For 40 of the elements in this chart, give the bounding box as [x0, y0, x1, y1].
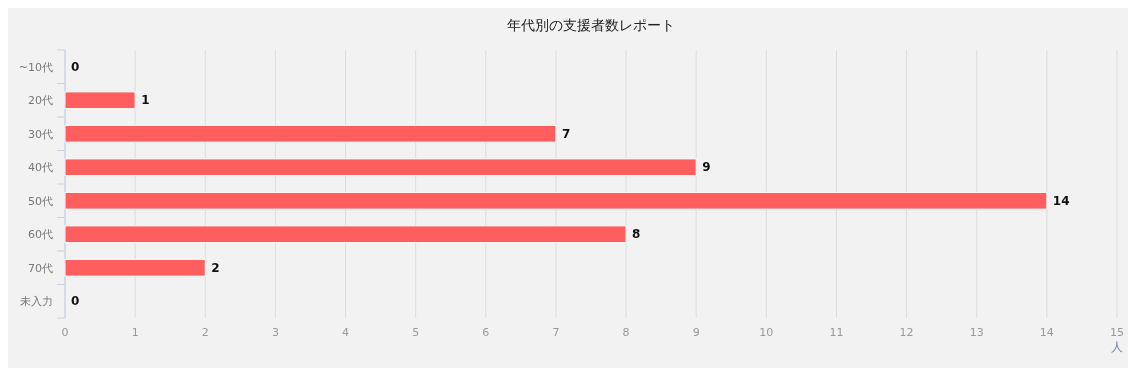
bar: [64, 91, 136, 110]
x-tick-label: 15: [1110, 326, 1124, 339]
x-tick-label: 11: [829, 326, 844, 339]
bar: [64, 258, 206, 277]
x-axis-title: 人: [1111, 340, 1123, 354]
x-tick-label: 14: [1039, 326, 1054, 339]
data-label: 8: [632, 227, 641, 242]
x-tick-label: 3: [271, 326, 279, 339]
y-tick-label: ~10代: [18, 60, 53, 74]
bar: [64, 158, 697, 177]
data-label: 0: [71, 294, 80, 309]
x-tick-label: 12: [899, 326, 914, 339]
x-tick-label: 10: [759, 326, 774, 339]
data-label: 1: [141, 93, 150, 108]
y-tick-label: 70代: [28, 261, 53, 275]
y-tick-label: 50代: [28, 194, 53, 208]
x-tick-label: 13: [969, 326, 984, 339]
y-tick-label: 30代: [28, 127, 53, 141]
x-tick-label: 5: [412, 326, 420, 339]
bar: [64, 124, 557, 143]
data-label: 9: [702, 160, 711, 175]
chart-title: 年代別の支援者数レポート: [507, 17, 675, 33]
y-tick-label: 20代: [28, 94, 53, 108]
x-tick-label: 2: [201, 326, 209, 339]
data-label: 7: [561, 126, 571, 141]
x-tick-label: 7: [552, 326, 560, 339]
data-label: 0: [71, 59, 80, 74]
x-tick-label: 0: [61, 326, 69, 339]
data-label: 2: [211, 260, 220, 275]
x-tick-label: 1: [131, 326, 139, 339]
x-tick-label: 8: [622, 326, 630, 339]
y-tick-label: 40代: [28, 161, 53, 175]
y-tick-label: 未入力: [20, 295, 53, 309]
bar: [64, 191, 1048, 210]
bar: [64, 225, 627, 244]
x-tick-label: 6: [482, 326, 490, 339]
y-tick-label: 60代: [28, 228, 53, 242]
x-tick-label: 9: [692, 326, 700, 339]
data-label: 14: [1052, 193, 1070, 208]
x-tick-label: 4: [342, 326, 350, 339]
